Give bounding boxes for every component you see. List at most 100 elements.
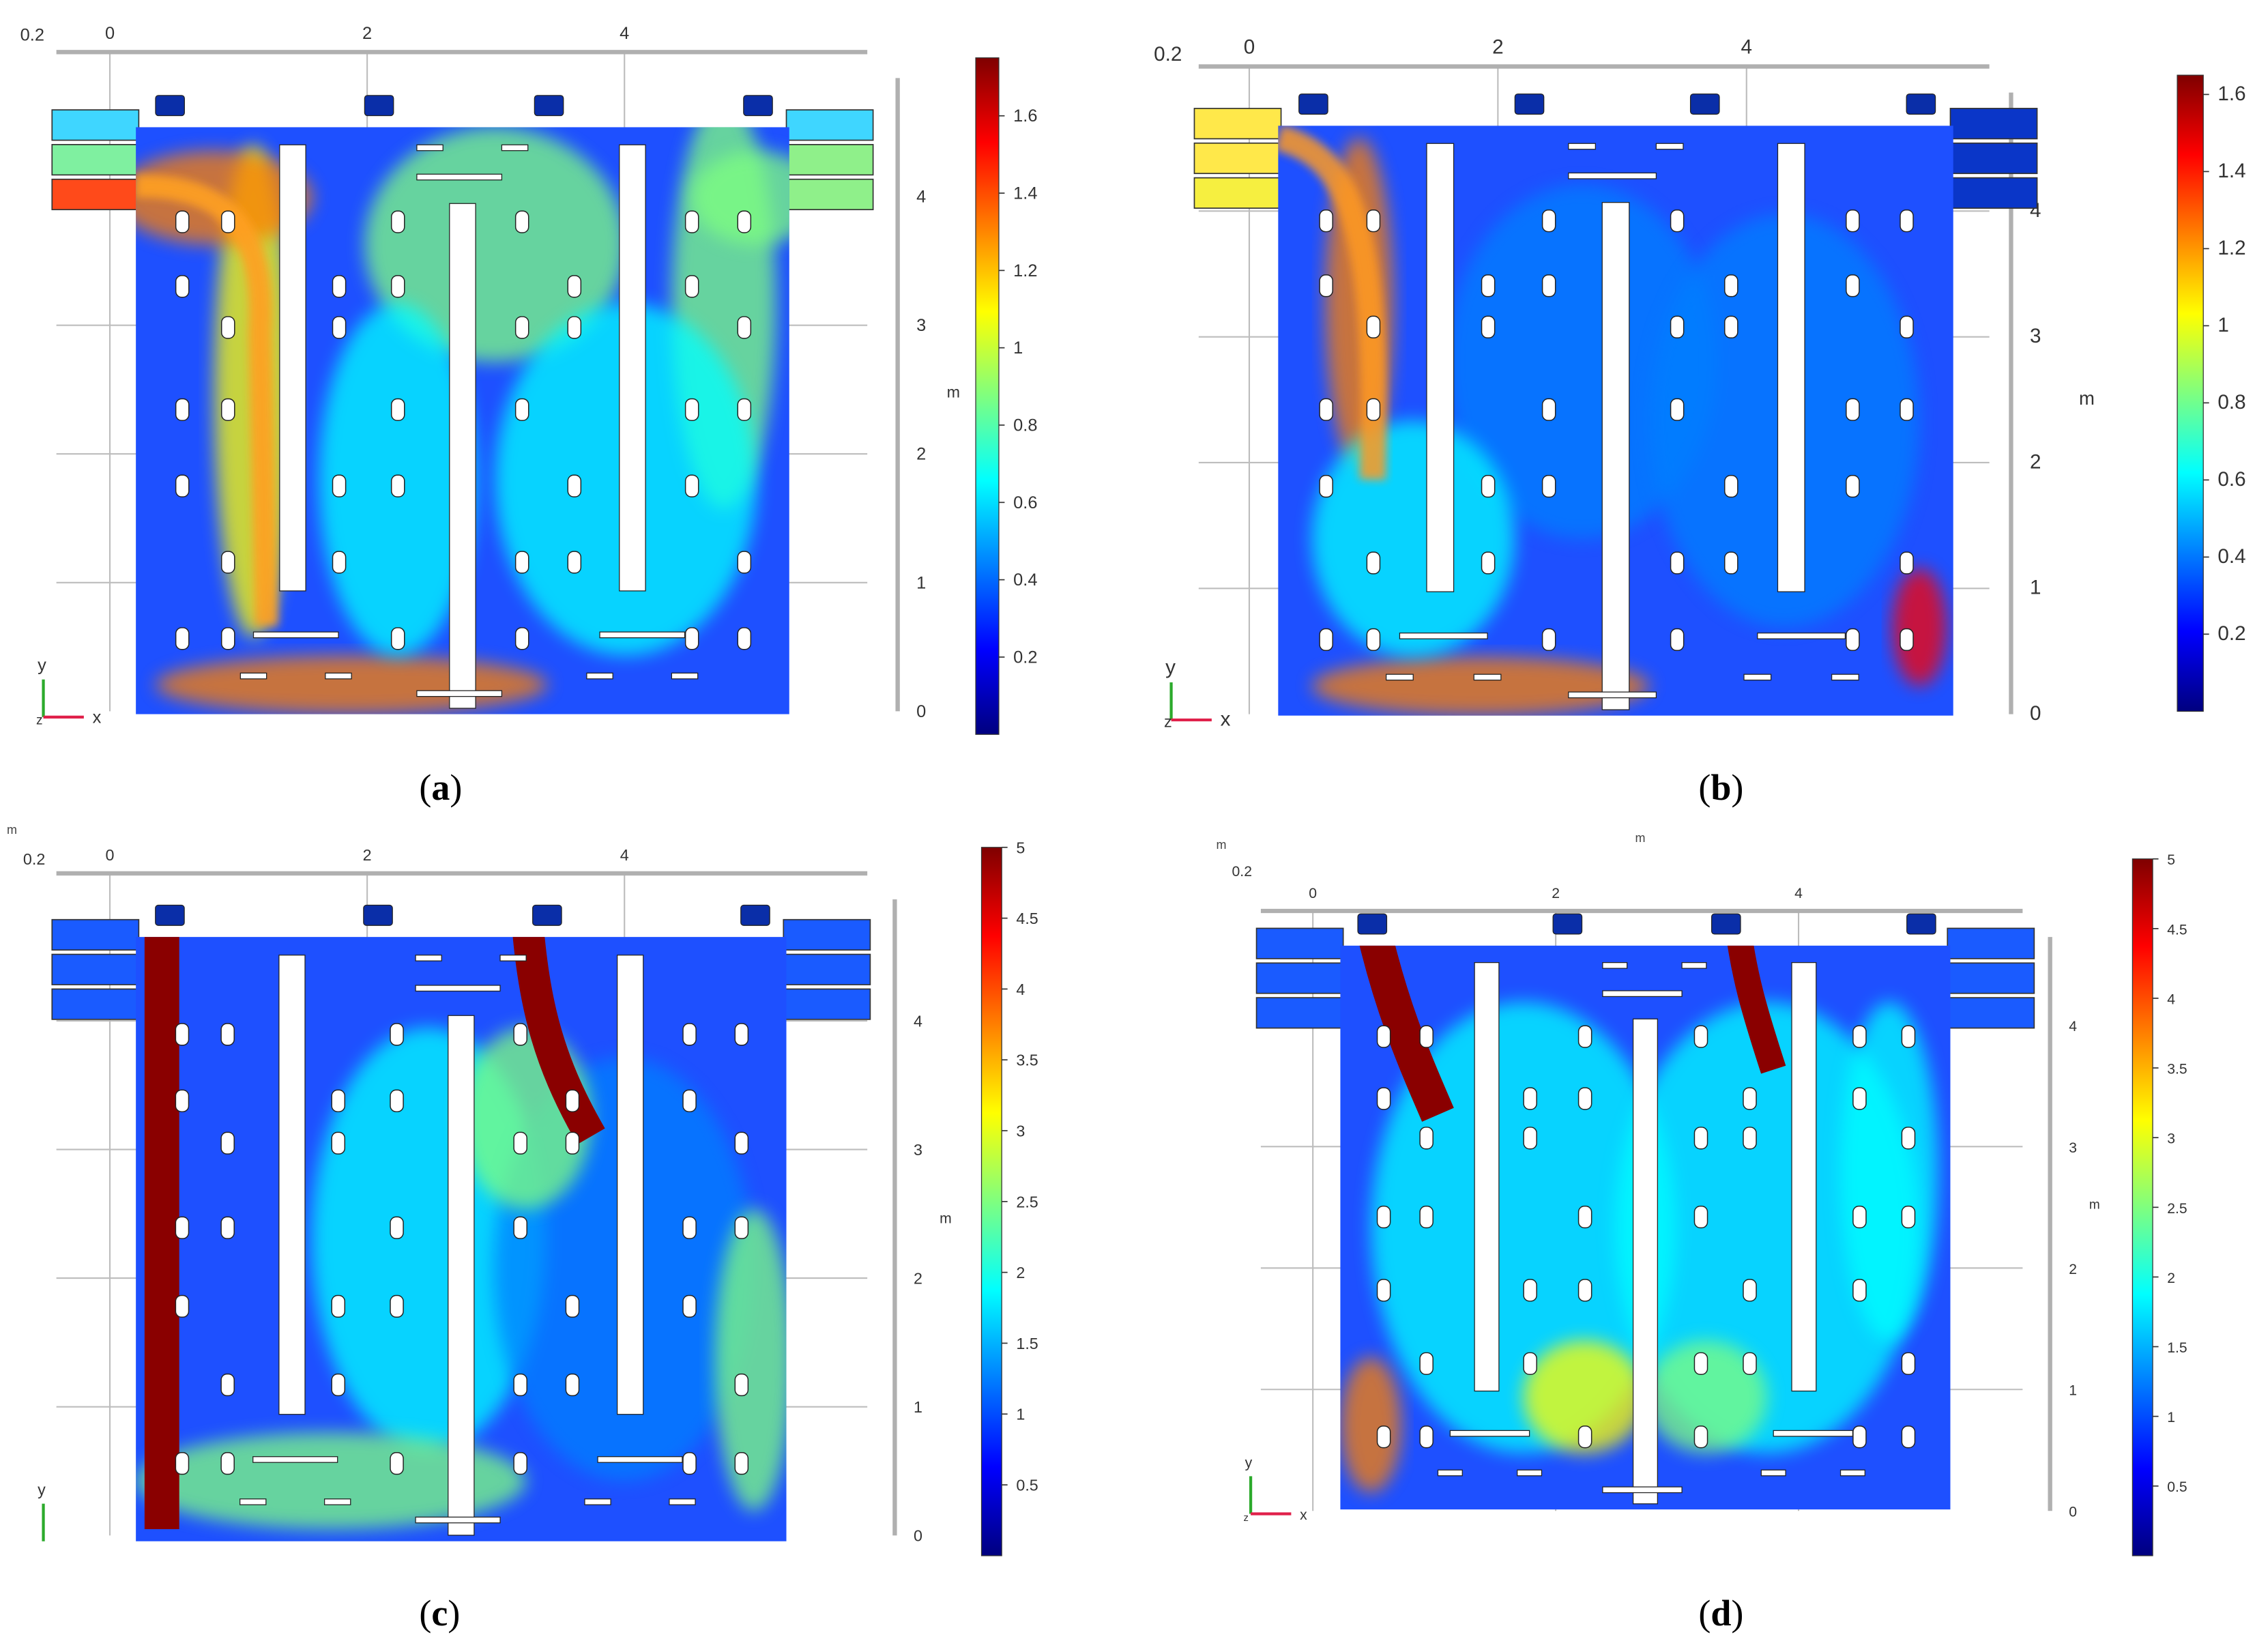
- top-axis-label: 0.2: [23, 850, 45, 868]
- plate: [1601, 1486, 1683, 1493]
- colorbar: 0.5 1 1.5 2 2.5 3 3.5 4 4.5 5: [980, 839, 1038, 1556]
- y-unit-label: m: [947, 383, 960, 401]
- obstacle: [682, 1022, 697, 1046]
- obstacle: [1366, 398, 1380, 421]
- obstacle: [565, 1373, 580, 1396]
- plate: [1385, 673, 1414, 681]
- colorbar-tick-label: 1.5: [1016, 1335, 1038, 1352]
- obstacle: [1901, 1352, 1915, 1375]
- nozzle: [1552, 913, 1582, 935]
- obstacle: [1318, 628, 1333, 652]
- obstacle: [1693, 1025, 1708, 1048]
- plate: [597, 1455, 683, 1463]
- x-tick-label: 0: [1309, 886, 1317, 901]
- y-tick-label: 0: [916, 702, 926, 721]
- panel-c-plot: 0 2 4 0.2 0 1 2 3 4 m y 0.5 1 1.5 2 2.5 3 3.5 4 4.5 5: [23, 839, 1038, 1556]
- obstacle: [175, 474, 190, 497]
- obstacle: [220, 1373, 235, 1396]
- x-tick-label: 2: [1552, 886, 1560, 901]
- panel-c-content: 0 2 4 0.2 0 1 2 3 4 m y 0.5 1 1.5 2 2.5 3 3.5 4 4.5 5: [23, 839, 1038, 1556]
- obstacle: [1693, 1352, 1708, 1375]
- inlet-channel-right: [785, 144, 874, 176]
- inlet-channel-left: [51, 918, 140, 951]
- obstacle: [1852, 1425, 1867, 1449]
- y-tick-label: 0: [2030, 702, 2041, 725]
- obstacle: [1541, 209, 1556, 233]
- velocity-blob: [1840, 1002, 1938, 1340]
- colorbar-tick-label: 0.8: [2217, 391, 2245, 414]
- obstacle: [684, 275, 699, 298]
- obstacle: [1845, 274, 1860, 298]
- y-tick-label: 1: [2069, 1382, 2077, 1398]
- obstacle: [1366, 315, 1380, 338]
- obstacle: [1901, 1126, 1915, 1150]
- obstacle: [567, 551, 582, 574]
- nozzle: [364, 95, 394, 117]
- x-tick-label: 2: [362, 24, 372, 43]
- y-tick-label: 2: [916, 445, 926, 464]
- colorbar-tick-label: 1: [1013, 338, 1023, 358]
- x-tick-label: 0: [1243, 35, 1255, 58]
- y-tick-label: 3: [916, 316, 926, 335]
- obstacle: [684, 474, 699, 497]
- obstacles: [175, 210, 752, 650]
- axis-triad: y x z: [1243, 1455, 1307, 1523]
- colorbar-gradient: [980, 846, 1002, 1556]
- plate: [239, 672, 267, 680]
- velocity-blob: [691, 150, 789, 245]
- colorbar-tick-label: 1.5: [2167, 1340, 2187, 1356]
- nozzle: [1514, 93, 1544, 115]
- obstacle: [1723, 551, 1738, 575]
- obstacle: [1376, 1425, 1391, 1449]
- obstacle: [1366, 209, 1380, 233]
- obstacle: [1419, 1352, 1434, 1375]
- plate: [1516, 1469, 1542, 1477]
- plate: [1831, 673, 1859, 681]
- velocity-blob: [1523, 1339, 1645, 1453]
- inlet-channel-left: [1193, 177, 1281, 209]
- y-tick-label: 2: [2030, 450, 2041, 473]
- panel-a: 0 2 4 0.2 0 1 2 3 4 m y x z 0.2 0.4 0.6 0.8 1 1.2 1.4 1.6 (a…: [0, 0, 1128, 824]
- axis-z-label: z: [1243, 1513, 1248, 1524]
- obstacle: [734, 1451, 749, 1475]
- caption-c: (c): [419, 1592, 461, 1634]
- axis-x-label: x: [93, 708, 102, 727]
- colorbar-tick-label: 4.5: [2167, 922, 2187, 938]
- axis-x-label: x: [1220, 708, 1230, 731]
- obstacle: [1670, 315, 1684, 338]
- obstacle: [1899, 398, 1914, 421]
- obstacle: [684, 398, 699, 421]
- obstacle: [1845, 628, 1860, 652]
- obstacle: [220, 1451, 235, 1475]
- nozzle: [534, 95, 564, 117]
- tank-body: [51, 904, 871, 1541]
- nozzle: [532, 904, 562, 926]
- axis-triad: y: [38, 1481, 46, 1541]
- colorbar: 0.2 0.4 0.6 0.8 1 1.2 1.4 1.6: [975, 57, 1037, 735]
- obstacle: [220, 316, 235, 339]
- inlet-channel-right: [785, 178, 874, 211]
- obstacle: [1852, 1087, 1867, 1110]
- plate: [1567, 691, 1657, 699]
- baffles: [155, 904, 770, 1536]
- obstacle: [220, 1022, 235, 1046]
- obstacle: [1852, 1205, 1867, 1228]
- colorbar-tick-label: 1.4: [2217, 160, 2245, 182]
- obstacle: [1670, 628, 1684, 652]
- obstacle: [220, 551, 235, 574]
- plate: [252, 1455, 338, 1463]
- plate: [415, 954, 442, 961]
- obstacle: [737, 398, 752, 421]
- obstacle: [513, 1216, 527, 1239]
- colorbar-tick-label: 3.5: [1016, 1051, 1038, 1069]
- plate: [584, 1498, 611, 1505]
- obstacle: [390, 474, 405, 497]
- plate: [1760, 1469, 1786, 1477]
- obstacle: [331, 1131, 346, 1155]
- obstacle: [737, 627, 752, 650]
- colorbar-tick-label: 0.2: [1013, 648, 1037, 667]
- velocity-blob: [1339, 1357, 1401, 1493]
- panel-d-content: 0 2 4 0.2 0 1 2 3 4 m y x z 0.5 1 1.5 2 2.5 3 3.5 4 4.5 5: [1232, 852, 2187, 1556]
